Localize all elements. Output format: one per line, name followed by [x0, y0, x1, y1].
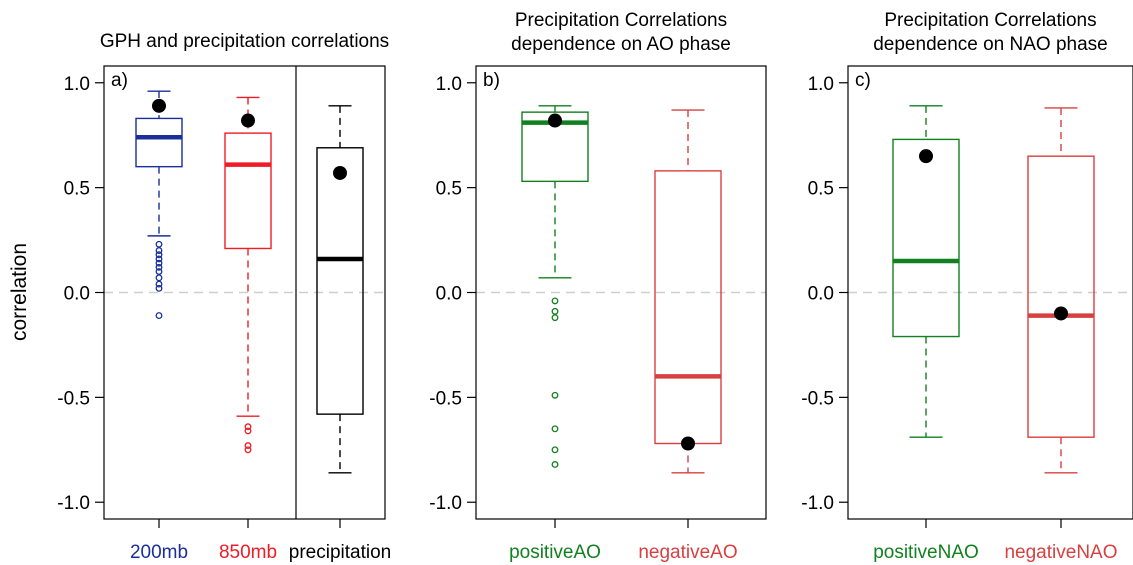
- outlier-point: [551, 446, 559, 454]
- outlier-point: [244, 442, 252, 450]
- outlier-point: [155, 274, 163, 282]
- panel-1: GPH and precipitation correlations a) 1.0 0…: [57, 31, 391, 563]
- panel-title: Precipitation Correlations: [515, 10, 727, 31]
- y-tick-label: 0.0: [64, 284, 90, 305]
- outlier-point: [155, 247, 163, 255]
- y-tick-label: 0.0: [436, 284, 462, 305]
- box-body: [892, 138, 960, 338]
- outlier-point: [155, 259, 163, 267]
- outlier-point: [244, 423, 252, 431]
- panel-3: Precipitation Correlations dependence on …: [801, 10, 1133, 563]
- highlight-point: [548, 113, 562, 128]
- box-negativeAO: negativeAO: [638, 109, 738, 563]
- highlight-point: [333, 165, 347, 180]
- box-body: [224, 132, 272, 250]
- panel-title: dependence on AO phase: [511, 34, 731, 55]
- panel-2: Precipitation Correlations dependence on …: [429, 10, 767, 563]
- y-tick-label: 1.0: [64, 74, 90, 95]
- box-body: [521, 111, 589, 183]
- y-tick-label: 1.0: [436, 74, 462, 95]
- highlight-point: [241, 113, 255, 128]
- y-tick-label: 0.0: [808, 284, 834, 305]
- outlier-point: [155, 284, 163, 292]
- y-tick-label: -0.5: [57, 388, 90, 409]
- box-negativeNAO: negativeNAO: [1004, 107, 1118, 563]
- panel-title: GPH and precipitation correlations: [100, 31, 389, 52]
- x-tick-label: negativeNAO: [1004, 542, 1117, 563]
- x-tick-label: 200mb: [130, 542, 188, 563]
- outlier-point: [155, 255, 163, 263]
- outlier-point: [155, 263, 163, 271]
- panel-title: Precipitation Correlations: [884, 10, 1096, 31]
- outlier-point: [244, 427, 252, 435]
- outlier-point: [551, 307, 559, 315]
- x-tick-label: positiveAO: [509, 542, 601, 563]
- highlight-point: [1054, 306, 1068, 321]
- box-positiveNAO: positiveNAO: [873, 105, 979, 563]
- y-tick-label: -1.0: [429, 493, 462, 514]
- y-tick-label: -1.0: [801, 493, 834, 514]
- box-body: [316, 147, 364, 415]
- outlier-point: [155, 312, 163, 320]
- outlier-point: [155, 280, 163, 288]
- outlier-point: [244, 446, 252, 454]
- x-tick-label: negativeAO: [638, 542, 737, 563]
- y-tick-label: 1.0: [808, 74, 834, 95]
- x-tick-label: 850mb: [219, 542, 277, 563]
- box-positiveAO: positiveAO: [509, 105, 601, 563]
- x-tick-label: precipitation: [289, 542, 391, 563]
- panel-title: dependence on NAO phase: [873, 34, 1108, 55]
- outlier-point: [551, 314, 559, 322]
- outlier-point: [155, 240, 163, 248]
- outlier-point: [155, 268, 163, 275]
- panel-label: a): [111, 70, 128, 91]
- y-axis-label: correlation: [8, 243, 31, 341]
- panel-label: c): [855, 70, 871, 91]
- highlight-point: [919, 149, 933, 164]
- x-tick-label: positiveNAO: [873, 542, 979, 563]
- box-body: [1027, 155, 1095, 438]
- highlight-point: [152, 98, 166, 113]
- outlier-point: [551, 461, 559, 468]
- y-tick-label: -0.5: [801, 388, 834, 409]
- box-200mb: 200mb: [130, 90, 188, 563]
- y-tick-label: 0.5: [808, 179, 834, 200]
- y-tick-label: 0.5: [64, 179, 90, 200]
- box-850mb: 850mb: [219, 96, 277, 563]
- outlier-point: [551, 297, 559, 305]
- outlier-point: [551, 425, 559, 433]
- y-tick-label: -0.5: [429, 388, 462, 409]
- y-tick-label: 0.5: [436, 179, 462, 200]
- outlier-point: [155, 251, 163, 259]
- highlight-point: [681, 436, 695, 451]
- box-body: [654, 170, 722, 445]
- box-body: [135, 117, 183, 168]
- outlier-point: [551, 391, 559, 399]
- y-tick-label: -1.0: [57, 493, 90, 514]
- panel-label: b): [483, 70, 500, 91]
- box-precipitation: precipitation: [289, 105, 391, 563]
